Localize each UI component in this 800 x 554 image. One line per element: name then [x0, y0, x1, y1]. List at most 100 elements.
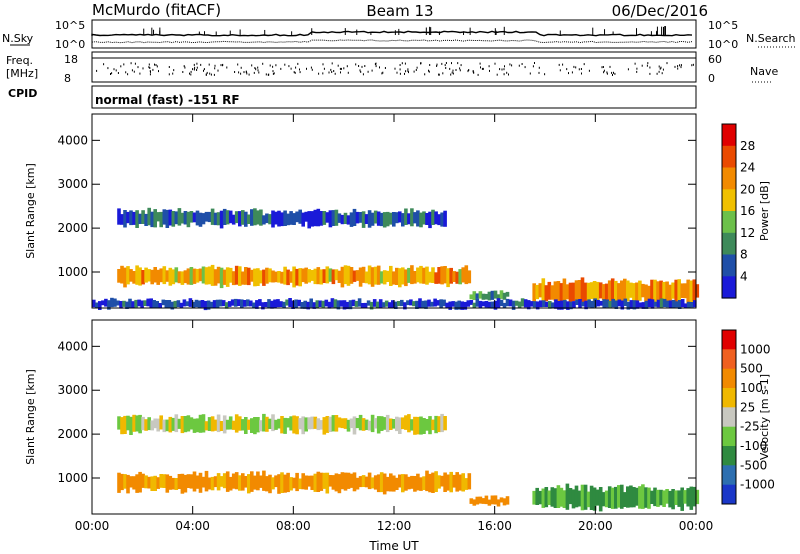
heatmap-cell: [195, 269, 200, 283]
nave-dot: [343, 67, 345, 70]
heatmap-cell: [589, 485, 594, 510]
heatmap-cell: [401, 267, 405, 285]
nave-dot: [636, 70, 638, 73]
heatmap-cell: [580, 484, 585, 511]
heatmap-cell: [177, 208, 182, 226]
heatmap-cell: [346, 215, 351, 225]
heatmap-cell: [104, 298, 108, 307]
nave-dot: [661, 72, 663, 75]
heatmap-cell: [686, 279, 690, 305]
heatmap-cell: [271, 477, 275, 490]
nave-dot: [334, 72, 336, 75]
nave-dot: [379, 66, 380, 69]
heatmap-cell: [451, 301, 455, 307]
nave-dot: [656, 72, 658, 75]
heatmap-cell: [159, 211, 163, 228]
nave-dot: [518, 64, 520, 67]
heatmap-cell: [98, 301, 102, 310]
heatmap-cell: [433, 298, 437, 307]
nave-dot: [322, 63, 324, 66]
heatmap-cell: [343, 418, 348, 429]
colorbar-tick-label: 25: [740, 400, 755, 414]
colorbar-tick-label: -500: [740, 458, 767, 472]
heatmap-cell: [244, 267, 248, 285]
colorbar-segment: [722, 465, 736, 486]
heatmap-cell: [499, 299, 504, 306]
nave-dot: [559, 69, 561, 72]
heatmap-cell: [395, 267, 399, 285]
heatmap-cell: [238, 475, 242, 491]
heatmap-cell: [623, 492, 627, 507]
heatmap-cell: [250, 209, 254, 226]
heatmap-cell: [298, 268, 302, 287]
heatmap-cell: [505, 298, 510, 307]
heatmap-cell: [610, 278, 615, 304]
x-tick-label: 00:00: [679, 519, 714, 533]
nave-dot: [107, 67, 109, 70]
heatmap-cell: [589, 282, 594, 299]
heatmap-cell: [264, 302, 268, 308]
heatmap-cell: [280, 472, 284, 493]
heatmap-cell: [292, 477, 296, 489]
heatmap-cell: [292, 213, 296, 225]
nave-dot: [606, 72, 608, 75]
nave-dot: [677, 65, 679, 68]
nave-dot: [355, 63, 357, 66]
nave-dot: [272, 70, 274, 73]
colorbar-segment: [722, 446, 736, 466]
heatmap-cell: [328, 475, 333, 487]
heatmap-cell: [177, 474, 182, 489]
heatmap-cell: [247, 419, 251, 430]
heatmap-cell: [508, 299, 513, 307]
heatmap-cell: [319, 420, 324, 430]
heatmap-cell: [215, 299, 220, 309]
heatmap-cell: [364, 419, 369, 430]
heatmap-cell: [695, 489, 700, 505]
heatmap-cell: [425, 266, 429, 285]
nave-dot: [299, 68, 300, 71]
heatmap-cell: [253, 208, 257, 226]
heatmap-cell: [213, 419, 218, 431]
heatmap-cell: [448, 301, 452, 310]
heatmap-cell: [256, 268, 260, 286]
nave-dot: [601, 66, 603, 69]
nave-dot: [220, 64, 222, 67]
heatmap-cell: [265, 213, 269, 224]
heatmap-cell: [632, 283, 636, 302]
heatmap-cell: [274, 211, 278, 225]
colorbar-tick-label: 20: [740, 182, 755, 196]
heatmap-cell: [126, 266, 130, 285]
heatmap-cell: [189, 474, 194, 489]
heatmap-cell: [107, 300, 111, 310]
nave-dot: [131, 69, 133, 72]
nave-dot: [254, 67, 256, 69]
heatmap-cell: [295, 268, 299, 286]
heatmap-cell: [398, 268, 402, 288]
heatmap-cell: [514, 300, 519, 306]
heatmap-cell: [209, 301, 214, 309]
nave-dot: [609, 65, 611, 68]
heatmap-cell: [541, 278, 546, 303]
nave-dot: [612, 74, 613, 76]
nave-dot: [503, 73, 505, 76]
heatmap-cell: [425, 213, 429, 225]
nave-dot: [404, 72, 405, 75]
nave-dot: [196, 62, 198, 65]
nsearch-label: N.Search: [746, 32, 796, 45]
heatmap-cell: [578, 299, 582, 308]
heatmap-cell: [538, 283, 543, 298]
cpid-label: CPID: [8, 87, 37, 100]
nave-dot: [692, 63, 694, 66]
heatmap-cell: [547, 490, 552, 505]
nave-dot: [196, 69, 198, 71]
heatmap-cell: [505, 496, 510, 505]
heatmap-cell: [313, 209, 318, 227]
heatmap-cell: [132, 476, 136, 490]
heatmap-cell: [385, 270, 390, 282]
heatmap-cell: [129, 269, 133, 282]
heatmap-cell: [351, 299, 356, 307]
nave-dot: [184, 66, 186, 69]
heatmap-cell: [313, 416, 318, 429]
heatmap-cell: [234, 414, 239, 433]
heatmap-cell: [289, 477, 293, 491]
